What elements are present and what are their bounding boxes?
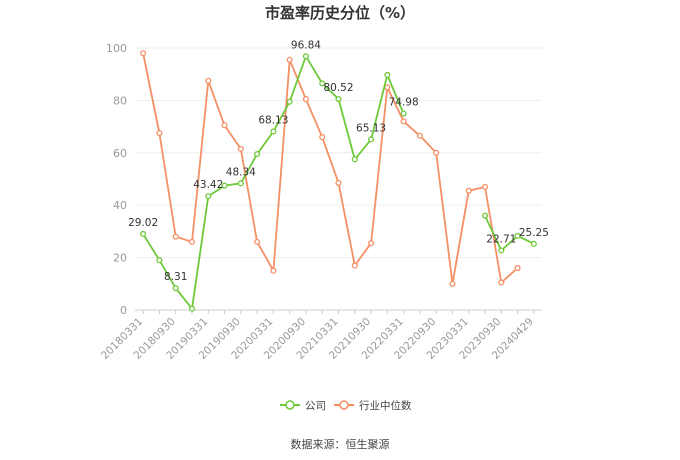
- y-tick-label: 100: [106, 42, 127, 55]
- data-label: 8.31: [164, 271, 187, 283]
- data-point: [319, 134, 326, 141]
- data-point: [530, 240, 537, 247]
- data-point: [302, 53, 309, 60]
- data-point: [514, 265, 521, 272]
- data-point: [140, 50, 147, 57]
- series-line-0: [484, 215, 535, 252]
- legend-swatch-marker: [285, 400, 295, 410]
- data-point: [188, 305, 196, 312]
- data-point: [433, 149, 440, 156]
- y-tick-label: 60: [113, 147, 127, 160]
- data-point: [465, 187, 472, 194]
- data-point: [335, 95, 342, 103]
- data-label: 48.34: [226, 166, 256, 178]
- data-point: [351, 156, 358, 163]
- data-point: [172, 233, 179, 240]
- data-point: [205, 193, 212, 200]
- legend-label: 公司: [305, 400, 326, 412]
- data-point: [140, 230, 147, 238]
- data-label: 68.13: [258, 114, 288, 126]
- y-tick-label: 80: [113, 94, 127, 107]
- legend-swatch-marker: [339, 400, 349, 410]
- data-point: [254, 151, 261, 158]
- data-point: [514, 232, 521, 239]
- chart-title: 市盈率历史分位（%）: [264, 4, 416, 22]
- data-point: [156, 257, 163, 264]
- data-point: [481, 212, 489, 219]
- data-point: [351, 262, 358, 269]
- data-point: [270, 128, 277, 135]
- data-label: 96.84: [291, 39, 321, 51]
- data-point: [237, 180, 244, 187]
- data-point: [172, 285, 179, 292]
- data-point: [188, 238, 196, 245]
- data-point: [384, 84, 391, 91]
- data-point: [481, 183, 489, 190]
- data-label: 74.98: [389, 97, 419, 109]
- data-label: 80.52: [323, 82, 353, 94]
- data-point: [286, 98, 293, 105]
- data-point: [416, 132, 423, 139]
- data-label: 43.42: [193, 179, 223, 191]
- data-point: [384, 71, 391, 79]
- y-tick-label: 20: [113, 252, 127, 265]
- data-label: 29.02: [128, 217, 158, 229]
- data-point: [302, 96, 309, 103]
- data-point: [400, 110, 407, 117]
- data-point: [449, 280, 456, 287]
- data-point: [498, 279, 505, 286]
- data-point: [221, 182, 228, 189]
- data-point: [368, 240, 375, 247]
- data-label: 65.13: [356, 122, 386, 134]
- y-tick-label: 0: [120, 304, 127, 317]
- data-point: [205, 77, 212, 84]
- data-point: [254, 238, 261, 245]
- data-point: [319, 80, 326, 87]
- legend-label: 行业中位数: [359, 399, 412, 412]
- data-point: [237, 145, 244, 152]
- data-point: [368, 136, 375, 143]
- data-point: [270, 267, 277, 274]
- data-point: [286, 56, 293, 63]
- data-label: 22.71: [486, 233, 516, 245]
- data-point: [156, 130, 163, 137]
- y-tick-label: 40: [113, 199, 127, 212]
- data-point: [400, 118, 407, 125]
- data-point: [221, 122, 228, 129]
- data-point: [335, 179, 342, 186]
- series-line-1: [142, 53, 519, 285]
- data-source: 数据来源：恒生聚源: [290, 438, 390, 451]
- data-point: [498, 247, 505, 254]
- data-label: 25.25: [519, 227, 549, 239]
